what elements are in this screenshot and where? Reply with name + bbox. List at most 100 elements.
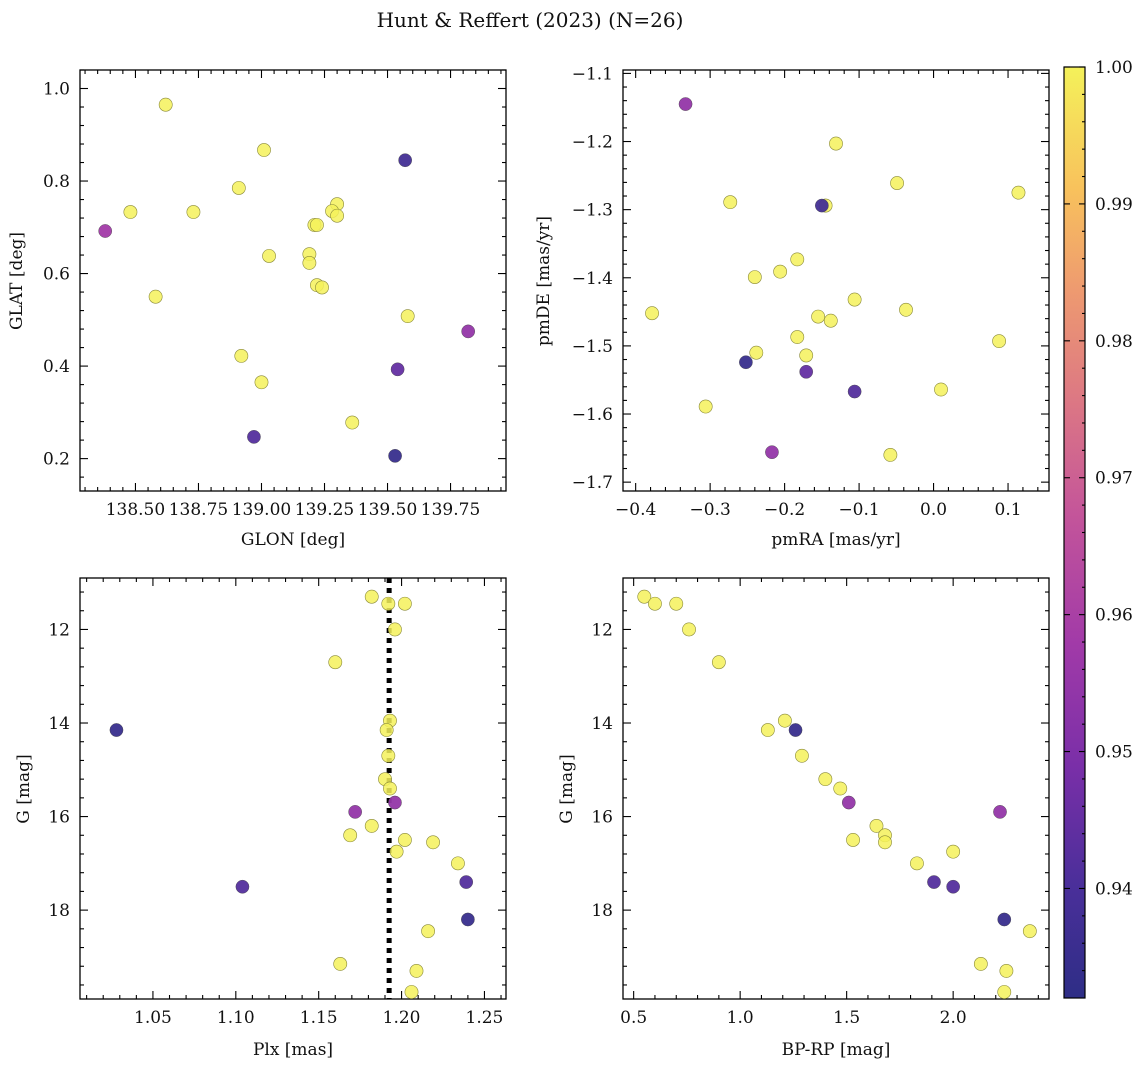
panel-position-point <box>310 218 324 232</box>
panel-parallax-xtick-label: 1.25 <box>466 1008 504 1028</box>
panel-position-point <box>158 97 173 112</box>
panel-proper-motion-point <box>934 382 948 397</box>
panel-position-point <box>461 324 475 339</box>
panel-color-magnitude-xtick-label: 2.0 <box>940 1008 967 1028</box>
panel-proper-motion-xlabel: pmRA [mas/yr] <box>771 530 900 550</box>
panel-proper-motion-point <box>899 302 913 317</box>
panel-color-magnitude-point <box>669 596 684 611</box>
panel-proper-motion-ytick-label: −1.7 <box>572 473 613 493</box>
panel-color-magnitude-point <box>997 912 1012 927</box>
panel-position-ytick-label: 0.2 <box>43 450 70 470</box>
panel-proper-motion-point <box>883 447 898 462</box>
panel-color-magnitude-xtick-label: 1.0 <box>727 1008 754 1028</box>
panel-position-ytick-label: 0.6 <box>43 265 70 285</box>
panel-parallax-point <box>364 589 379 604</box>
panel-position-point <box>388 449 402 463</box>
colorbar: 0.94 0.95 0.96 0.97 0.98 0.99 1.00 <box>1063 58 1133 999</box>
panel-proper-motion-xtick-label: −0.1 <box>838 500 879 520</box>
panel-color-magnitude-point <box>833 781 848 796</box>
panel-proper-motion-point <box>890 176 904 190</box>
panel-parallax-point <box>421 924 435 939</box>
panel-color-magnitude-ytick-label: 14 <box>591 714 613 734</box>
panel-position-xtick-label: 138.50 <box>106 500 165 520</box>
panel-position-point <box>390 362 405 377</box>
panel-parallax-ytick-label: 18 <box>48 901 70 921</box>
panel-proper-motion-point <box>811 309 826 324</box>
panel-parallax-point <box>379 723 394 737</box>
panel-position-ytick-label: 0.8 <box>43 172 70 192</box>
panel-proper-motion-point <box>799 348 814 363</box>
panel-position-frame <box>79 69 507 492</box>
panel-position-point <box>234 349 249 363</box>
panel-color-magnitude-point <box>993 805 1007 819</box>
panel-parallax-xlabel: Plx [mas] <box>253 1040 333 1060</box>
panel-parallax-point <box>381 748 396 763</box>
panel-proper-motion-point <box>829 136 843 151</box>
panel-position-xlabel: GLON [deg] <box>241 530 345 550</box>
panel-color-magnitude-ytick-label: 12 <box>591 620 613 640</box>
panel-color-magnitude-point <box>878 835 892 850</box>
panel-position-ytick-label: 1.0 <box>43 80 70 100</box>
panel-proper-motion-point <box>645 306 659 321</box>
panel-parallax-ytick-label: 14 <box>48 714 70 734</box>
panel-parallax-frame <box>79 577 507 1000</box>
panel-color-magnitude-point <box>841 795 856 810</box>
panel-color-magnitude-ylabel: G [mag] <box>557 754 577 823</box>
panel-position-point <box>345 415 360 430</box>
panel-color-magnitude-point <box>711 655 726 670</box>
panel-position-point <box>315 280 329 295</box>
panel-position-point <box>186 205 201 219</box>
colorbar-gradient <box>1063 66 1086 999</box>
panel-parallax-point <box>461 912 475 927</box>
panel-proper-motion-point <box>799 364 814 379</box>
panel-color-magnitude-point <box>910 856 924 871</box>
panel-parallax-xtick-label: 1.05 <box>134 1008 172 1028</box>
panel-parallax-point <box>389 844 404 859</box>
panel-parallax-point <box>333 957 348 971</box>
panel-parallax-point <box>404 985 419 999</box>
panel-color-magnitude: BP-RP [mag] G [mag] 0.5 1.0 1.5 2.0 12 14 16 18 <box>557 577 1050 1060</box>
panel-position-point <box>254 375 269 390</box>
panel-proper-motion-ytick-label: −1.3 <box>572 201 613 221</box>
panel-color-magnitude-point <box>846 833 860 847</box>
panel-color-magnitude-point <box>869 819 884 833</box>
panel-parallax-xtick-label: 1.20 <box>383 1008 421 1028</box>
colorbar-tick-label: 1.00 <box>1095 58 1133 78</box>
panel-proper-motion-point <box>815 198 829 213</box>
panel-proper-motion-point <box>765 445 779 459</box>
panel-proper-motion-xtick-label: −0.4 <box>615 500 656 520</box>
panel-parallax-ytick-label: 12 <box>48 620 70 640</box>
panel-color-magnitude-xtick-label: 0.5 <box>620 1008 647 1028</box>
figure-title: Hunt & Reffert (2023) (N=26) <box>377 8 684 32</box>
panel-proper-motion-ytick-label: −1.6 <box>572 405 613 425</box>
panel-parallax: Plx [mas] G [mag] 1.05 1.10 1.15 1.20 1.25 12… <box>14 577 507 1060</box>
panel-parallax-point <box>328 655 343 670</box>
panel-proper-motion-point <box>1011 185 1026 200</box>
panel-parallax-xtick-label: 1.15 <box>300 1008 338 1028</box>
panel-color-magnitude-ytick-label: 18 <box>591 901 613 921</box>
panel-proper-motion-ytick-label: −1.1 <box>572 64 613 84</box>
panel-position-xtick-label: 139.75 <box>421 500 480 520</box>
panel-proper-motion: pmRA [mas/yr] pmDE [mas/yr] −0.4 −0.3 −0.2… <box>534 64 1050 550</box>
panel-color-magnitude-point <box>973 957 988 971</box>
panel-parallax-point <box>235 879 250 894</box>
colorbar-tick-label: 0.98 <box>1095 332 1133 352</box>
panel-proper-motion-xtick-label: 0.0 <box>920 500 947 520</box>
colorbar-tick-label: 0.95 <box>1095 743 1133 763</box>
panel-color-magnitude-point <box>760 723 775 737</box>
panel-position-point <box>257 143 271 157</box>
panel-proper-motion-ytick-label: −1.2 <box>572 133 613 153</box>
panel-color-magnitude-point <box>777 713 792 728</box>
colorbar-tick-label: 0.97 <box>1095 469 1133 489</box>
panel-parallax-point <box>348 805 362 819</box>
panel-parallax-xtick-label: 1.10 <box>217 1008 255 1028</box>
panel-proper-motion-point <box>790 252 805 267</box>
panel-proper-motion-point <box>739 355 753 370</box>
panel-color-magnitude-point <box>818 772 833 787</box>
panel-proper-motion-point <box>823 313 838 328</box>
panel-parallax-point <box>343 828 358 843</box>
panel-proper-motion-point <box>847 384 862 399</box>
panel-parallax-point <box>388 622 402 637</box>
panel-parallax-ylabel: G [mag] <box>14 754 34 823</box>
